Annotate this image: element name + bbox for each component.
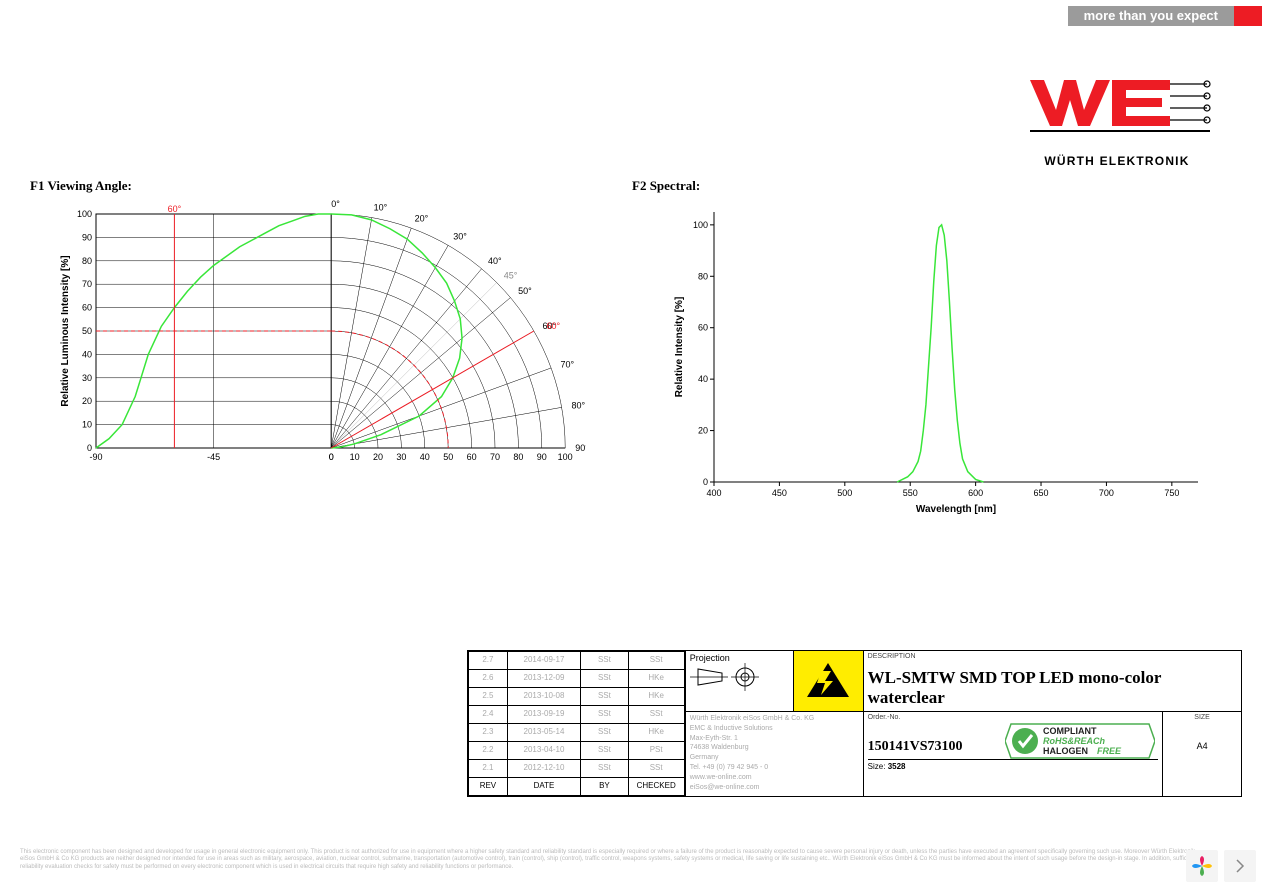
- svg-text:60: 60: [82, 303, 92, 313]
- svg-text:30: 30: [82, 373, 92, 383]
- size-value: A4: [1163, 741, 1241, 751]
- svg-text:-45: -45: [207, 452, 220, 462]
- revision-table: 2.72014-09-17SStSSt2.62013-12-09SStHKe2.…: [468, 651, 685, 796]
- svg-text:80: 80: [82, 256, 92, 266]
- size-field-value: 3528: [888, 762, 906, 771]
- description-label: DESCRIPTION: [868, 653, 1237, 660]
- esd-icon: [803, 659, 853, 701]
- svg-text:0°: 0°: [331, 200, 340, 209]
- tagline: more than you expect: [1068, 6, 1234, 26]
- svg-text:50: 50: [82, 326, 92, 336]
- svg-text:FREE: FREE: [1097, 746, 1122, 756]
- chevron-right-icon: [1235, 859, 1245, 873]
- svg-text:-90: -90: [89, 452, 102, 462]
- svg-text:70: 70: [82, 279, 92, 289]
- viewing-angle-chart: 0102030405060708090100-90-4500°10°20°30°…: [56, 200, 586, 475]
- projection-icon: [690, 663, 780, 691]
- svg-text:10: 10: [350, 452, 360, 462]
- svg-text:90: 90: [537, 452, 547, 462]
- svg-text:100: 100: [558, 452, 573, 462]
- we-logo-icon: [1022, 72, 1212, 147]
- svg-text:40°: 40°: [488, 256, 502, 266]
- spectral-chart: 0 20 40 60 80 100 400 450 500 550 600 650 700 750 Wave…: [668, 204, 1208, 521]
- size-label-hdr: SIZE: [1163, 714, 1241, 721]
- svg-text:700: 700: [1099, 488, 1114, 498]
- disclaimer-text: This electronic component has been desig…: [20, 849, 1202, 872]
- svg-text:20: 20: [373, 452, 383, 462]
- svg-text:45°: 45°: [504, 270, 518, 280]
- svg-text:90°: 90°: [575, 443, 586, 453]
- svg-text:100: 100: [693, 220, 708, 230]
- svg-text:Wavelength [nm]: Wavelength [nm]: [916, 504, 996, 515]
- svg-text:30°: 30°: [453, 232, 467, 242]
- svg-text:70: 70: [490, 452, 500, 462]
- logo-brand-text: WÜRTH ELEKTRONIK: [1022, 154, 1212, 168]
- svg-text:50°: 50°: [518, 286, 532, 296]
- chart1-svg: 0102030405060708090100-90-4500°10°20°30°…: [56, 200, 586, 470]
- svg-text:80: 80: [698, 271, 708, 281]
- chart2-svg: 0 20 40 60 80 100 400 450 500 550 600 650 700 750 Wave…: [668, 204, 1208, 516]
- svg-text:0: 0: [703, 477, 708, 487]
- product-description: WL-SMTW SMD TOP LED mono-color waterclea…: [868, 668, 1237, 708]
- svg-text:550: 550: [903, 488, 918, 498]
- svg-text:10°: 10°: [374, 203, 388, 213]
- svg-text:Relative Intensity [%]: Relative Intensity [%]: [674, 297, 685, 398]
- app-icon[interactable]: [1186, 850, 1218, 882]
- svg-text:40: 40: [82, 349, 92, 359]
- svg-text:60°: 60°: [547, 321, 561, 331]
- banner-red-block: [1234, 6, 1262, 26]
- svg-text:HALOGEN: HALOGEN: [1043, 746, 1088, 756]
- svg-text:450: 450: [772, 488, 787, 498]
- svg-text:30: 30: [396, 452, 406, 462]
- projection-label: Projection: [690, 653, 789, 663]
- svg-text:60: 60: [698, 323, 708, 333]
- size-field-label: Size:: [868, 762, 886, 771]
- svg-text:70°: 70°: [560, 360, 574, 370]
- title-block: 2.72014-09-17SStSSt2.62013-12-09SStHKe2.…: [467, 650, 1242, 797]
- svg-text:Relative Luminous Intensity [%: Relative Luminous Intensity [%]: [60, 255, 71, 406]
- svg-text:60: 60: [467, 452, 477, 462]
- svg-text:40: 40: [698, 374, 708, 384]
- svg-text:40: 40: [420, 452, 430, 462]
- chart2-title: F2 Spectral:: [632, 178, 700, 194]
- svg-text:650: 650: [1034, 488, 1049, 498]
- svg-text:600: 600: [968, 488, 983, 498]
- svg-text:10: 10: [82, 420, 92, 430]
- svg-text:750: 750: [1164, 488, 1179, 498]
- svg-text:20: 20: [82, 396, 92, 406]
- svg-text:20°: 20°: [415, 214, 429, 224]
- svg-text:80°: 80°: [571, 401, 585, 411]
- next-page-button[interactable]: [1224, 850, 1256, 882]
- svg-text:500: 500: [837, 488, 852, 498]
- wurth-logo: WÜRTH ELEKTRONIK: [1022, 72, 1212, 168]
- svg-text:60°: 60°: [168, 204, 182, 214]
- svg-text:50: 50: [443, 452, 453, 462]
- compliance-badge: COMPLIANT RoHS&REACh HALOGEN FREE: [1005, 720, 1155, 764]
- svg-text:80: 80: [513, 452, 523, 462]
- svg-text:0: 0: [329, 452, 334, 462]
- svg-text:20: 20: [698, 426, 708, 436]
- svg-text:COMPLIANT: COMPLIANT: [1043, 726, 1097, 736]
- company-info: Würth Elektronik eiSos GmbH & Co. KGEMC …: [685, 712, 863, 797]
- chart1-title: F1 Viewing Angle:: [30, 178, 132, 194]
- svg-text:RoHS&REACh: RoHS&REACh: [1043, 736, 1106, 746]
- svg-text:400: 400: [706, 488, 721, 498]
- svg-text:100: 100: [77, 209, 92, 219]
- svg-text:90: 90: [82, 232, 92, 242]
- top-banner: more than you expect: [1068, 6, 1262, 26]
